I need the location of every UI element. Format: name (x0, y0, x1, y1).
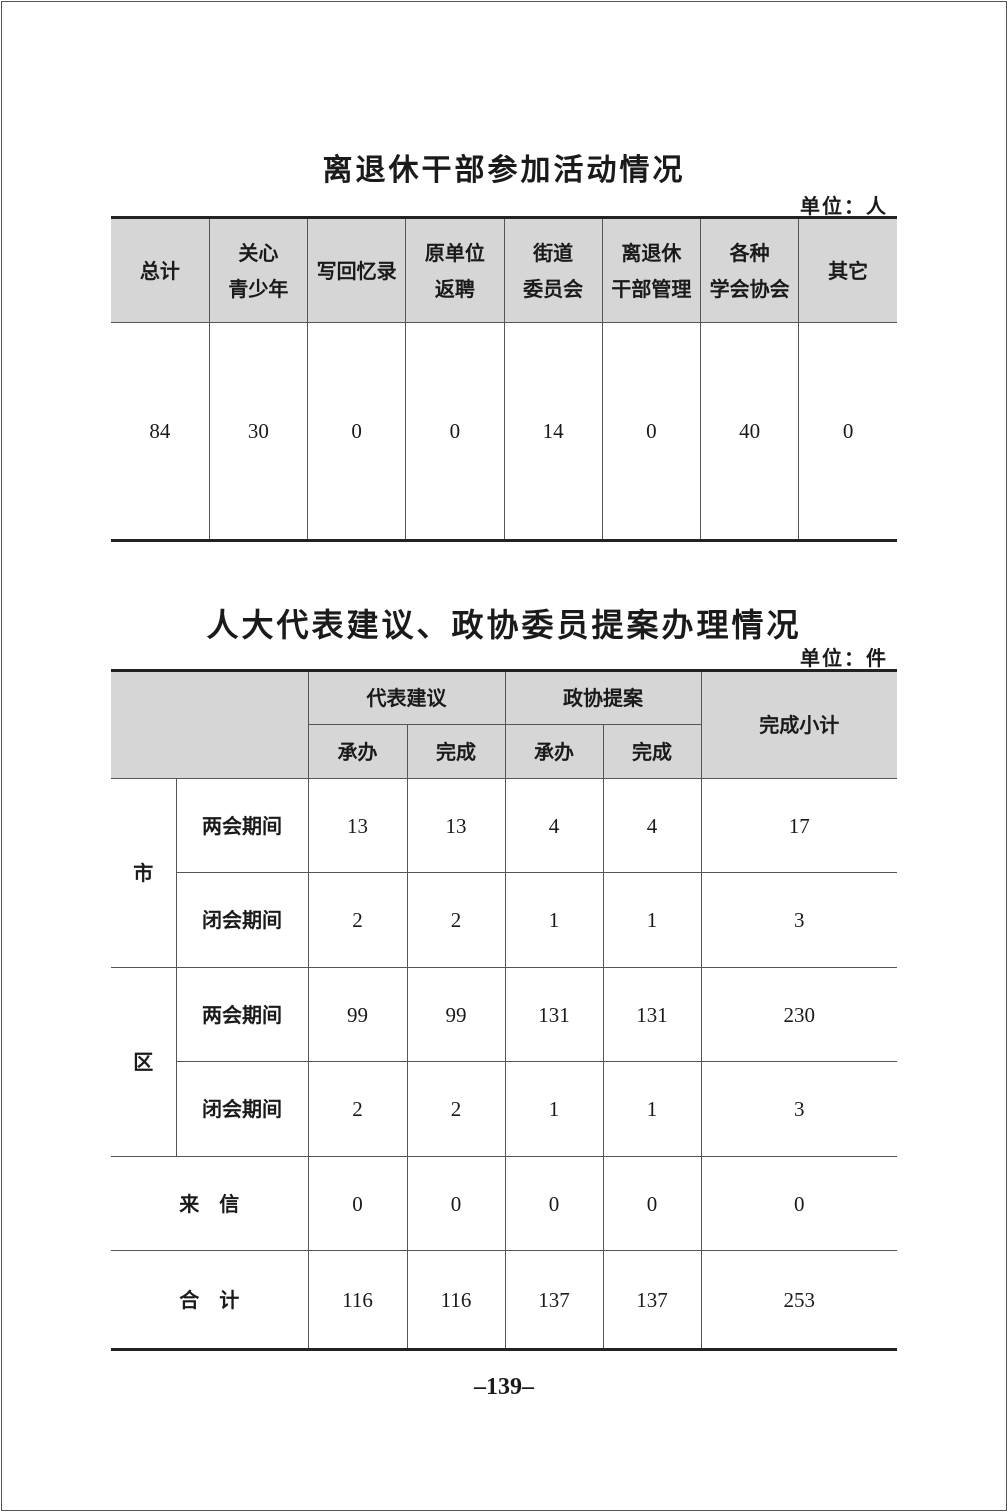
value-cell: 0 (601, 322, 702, 541)
cell: 131 (504, 967, 604, 1062)
column-header: 总计 (111, 217, 210, 323)
cell: 99 (406, 967, 506, 1062)
cell: 0 (406, 1156, 506, 1251)
cell: 13 (307, 778, 408, 873)
sub-header: 承办 (308, 724, 408, 779)
city-label: 市 (111, 778, 177, 968)
table1-unit: 单位：人 (800, 194, 888, 218)
letters-label: 来 信 (111, 1156, 309, 1251)
column-header-line: 关心 (238, 240, 279, 265)
sub-header: 完成 (406, 724, 506, 779)
column-header: 街道 委员会 (503, 217, 603, 323)
column-header-line: 干部管理 (611, 276, 692, 301)
cell: 4 (504, 778, 604, 873)
cell: 4 (602, 778, 702, 873)
cell: 0 (700, 1156, 897, 1251)
corner-cell (111, 670, 309, 779)
cell: 2 (307, 872, 408, 968)
page-number: –139– (474, 1374, 534, 1400)
cell: 137 (602, 1250, 702, 1350)
column-header-line: 青少年 (228, 276, 289, 301)
sub-header: 完成 (602, 724, 701, 779)
column-header-line: 街道 (533, 240, 574, 265)
column-header: 其它 (798, 217, 897, 323)
period-label: 两会期间 (175, 967, 309, 1062)
cell: 17 (700, 778, 897, 873)
table2-unit: 单位：件 (800, 646, 888, 670)
cell: 253 (700, 1250, 897, 1350)
cell: 131 (602, 967, 702, 1062)
column-header: 关心 青少年 (208, 217, 309, 323)
column-header-line: 各种 (729, 240, 770, 265)
period-label: 两会期间 (175, 778, 309, 873)
table2-title: 人大代表建议、政协委员提案办理情况 (206, 606, 802, 644)
column-header-line: 总计 (139, 258, 180, 283)
cell: 137 (504, 1250, 604, 1350)
table-row: 合 计 116 116 137 137 253 (111, 1250, 897, 1350)
cell: 230 (700, 967, 897, 1062)
cell: 2 (406, 872, 506, 968)
cell: 1 (504, 872, 604, 968)
table1-title: 离退休干部参加活动情况 (322, 153, 686, 188)
cell: 0 (307, 1156, 408, 1251)
cell: 0 (602, 1156, 702, 1251)
column-header: 原单位 返聘 (405, 217, 505, 323)
table-row: 来 信 0 0 0 0 0 (111, 1156, 897, 1251)
column-header: 写回忆录 (306, 217, 407, 323)
value-cell: 0 (405, 322, 505, 541)
group-cppcc-proposals: 政协提案 (504, 670, 702, 725)
value-cell: 84 (111, 322, 210, 541)
cell: 0 (504, 1156, 604, 1251)
cell: 1 (602, 1061, 702, 1157)
column-header-line: 原单位 (424, 240, 485, 265)
table-row: 市 两会期间 13 13 4 4 17 (111, 778, 897, 968)
cell: 99 (307, 967, 408, 1062)
cell: 2 (406, 1061, 506, 1157)
period-label: 闭会期间 (176, 1061, 309, 1157)
cell: 1 (602, 872, 702, 968)
column-header: 离退休 干部管理 (601, 217, 702, 323)
column-header-line: 写回忆录 (316, 258, 397, 283)
cell: 116 (406, 1250, 506, 1350)
value-cell: 30 (208, 322, 309, 541)
activities-table: 总计 关心 青少年 写回忆录 原单位 返聘 街道 委员会 离退休 干部管理 各种 学会协会 其它 84 3… (111, 216, 897, 542)
table-row: 闭会期间 2 2 1 1 3 (111, 872, 897, 968)
column-header-line: 离退休 (621, 240, 682, 265)
subtotal-header: 完成小计 (700, 670, 897, 779)
cell: 116 (307, 1250, 408, 1350)
cell: 13 (406, 778, 506, 873)
column-header-line: 委员会 (523, 276, 584, 301)
district-label: 区 (111, 967, 177, 1157)
table-row: 闭会期间 2 2 1 1 3 (111, 1061, 897, 1157)
column-header-line: 返聘 (434, 276, 475, 301)
cell: 2 (307, 1061, 408, 1157)
group-deputy-suggestions: 代表建议 (307, 670, 506, 725)
cell: 3 (700, 1061, 897, 1157)
column-header: 各种 学会协会 (699, 217, 800, 323)
value-cell: 14 (503, 322, 603, 541)
total-label: 合 计 (111, 1250, 309, 1350)
column-header-line: 学会协会 (709, 276, 790, 301)
sub-header: 承办 (504, 724, 604, 779)
column-header-line: 其它 (828, 258, 869, 283)
proposals-table: 代表建议 政协提案 完成小计 承办 完成 承办 完成 市 两会期间 13 13 … (111, 669, 897, 1351)
period-label: 闭会期间 (176, 872, 309, 968)
cell: 1 (504, 1061, 604, 1157)
value-cell: 0 (798, 322, 897, 541)
cell: 3 (700, 872, 897, 968)
table-row: 区 两会期间 99 99 131 131 230 (111, 967, 897, 1157)
value-cell: 0 (306, 322, 407, 541)
value-cell: 40 (699, 322, 800, 541)
